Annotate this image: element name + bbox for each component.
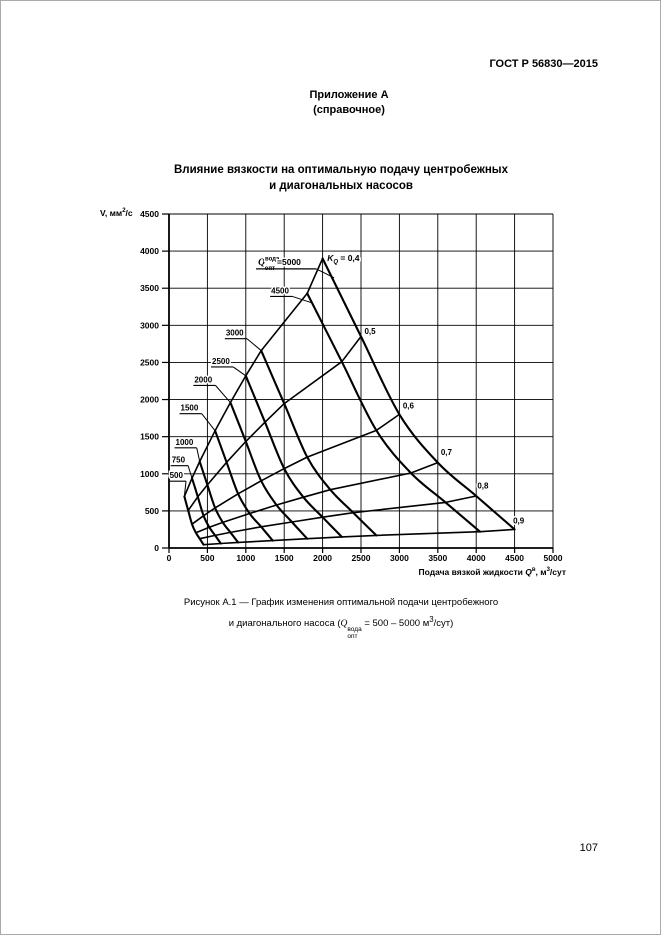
y-tick-label: 3000: [140, 320, 159, 330]
figure-title-line1: Влияние вязкости на оптимальную подачу ц…: [173, 164, 509, 176]
y-tick-label: 0: [154, 543, 159, 553]
x-axis-q-sup: в: [531, 567, 536, 574]
caption-line1: Рисунок А.1 — График изменения оптимальн…: [183, 597, 499, 608]
x-tick-label: 5000: [544, 553, 563, 563]
q-curve-2500: [244, 374, 343, 538]
y-tick-label: 2500: [140, 357, 159, 367]
y-tick-label: 2000: [140, 395, 159, 405]
k-line-label: 0,5: [364, 327, 376, 336]
page-number: 107: [579, 842, 598, 854]
y-axis-label-sup: 2: [122, 208, 126, 215]
label-leader: [196, 447, 201, 462]
standard-number: ГОСТ Р 56830—2015: [489, 58, 598, 70]
q-curve-4500: [306, 292, 482, 533]
x-tick-label: 1000: [236, 553, 255, 563]
x-tick-label: 4500: [505, 553, 524, 563]
q-curve-label: 500: [170, 471, 184, 480]
q-curve-label: 2000: [194, 375, 212, 384]
caption-q-symbol: Q: [340, 619, 348, 630]
x-axis-label: Подача вязкой жидкости Qв, м3/сут: [418, 567, 566, 577]
k-line-0,9: [203, 528, 515, 546]
y-axis-label: V, мм2/с: [100, 208, 133, 218]
y-tick-label: 1500: [140, 432, 159, 442]
q-curve-500: [183, 495, 205, 546]
chart: 0 500 1000 1500 2000 2500 3000 3500 4000 4500 5000…: [1, 1, 660, 601]
label-leader: [315, 268, 335, 279]
caption-q-sup: вода: [347, 626, 362, 634]
annex-heading: Приложение А (справочное): [96, 88, 602, 118]
x-axis-unit-sup: 3: [546, 567, 550, 574]
y-tick-label: 1000: [140, 469, 159, 479]
q-curve-label: 3000: [226, 329, 244, 338]
caption-unit-sup: 3: [429, 615, 434, 624]
label-leader: [215, 385, 231, 403]
q-curve-3000: [260, 349, 378, 537]
q-curve-5000: [321, 257, 516, 531]
figure-caption: Рисунок А.1 — График изменения оптимальн…: [81, 594, 601, 640]
label-leader: [292, 295, 313, 304]
label-leader: [246, 338, 262, 351]
x-tick-label: 1500: [275, 553, 294, 563]
caption-line2: и диагонального насоса (Q вода опт = 500 –…: [228, 615, 454, 640]
x-tick-label: 4000: [467, 553, 486, 563]
x-tick-label: 500: [200, 553, 214, 563]
q-max-label: Qвода опт=5000: [258, 256, 301, 272]
q-curve-1500: [214, 429, 274, 542]
x-axis-q-symbol: Q: [525, 567, 532, 577]
x-tick-label: 0: [167, 553, 172, 563]
chart-svg: 0 500 1000 1500 2000 2500 3000 3500 4000 4500 5000…: [140, 209, 563, 563]
q-curve-2000: [229, 401, 309, 540]
y-tick-label: 4500: [140, 209, 159, 219]
label-leader: [201, 413, 216, 432]
label-leader: [187, 465, 193, 479]
y-tick-label: 500: [145, 506, 159, 516]
k-line-label: 0,6: [403, 401, 415, 410]
k-line-label: 0,9: [513, 517, 525, 526]
figure-title-line2: и диагональных насосов: [269, 180, 413, 192]
x-tick-label: 3000: [390, 553, 409, 563]
figure-title: Влияние вязкости на оптимальную подачу ц…: [61, 162, 621, 194]
x-tick-label: 3500: [428, 553, 447, 563]
x-tick-label: 2500: [352, 553, 371, 563]
q-curve-label: 750: [172, 456, 186, 465]
q-curve-label: 1000: [176, 438, 194, 447]
label-leader: [232, 366, 247, 377]
q-curve-1000: [198, 460, 240, 544]
q-curve-label: 2500: [212, 357, 230, 366]
k-line-label: 0,8: [477, 482, 489, 491]
q-curve-750: [190, 477, 222, 545]
y-tick-label: 3500: [140, 283, 159, 293]
label-leader: [183, 481, 187, 497]
q-curve-label: 4500: [271, 286, 289, 295]
x-tick-label: 2000: [313, 553, 332, 563]
annex-title: Приложение А: [309, 89, 389, 101]
caption-q-scripts: вода опт: [347, 627, 361, 640]
kq-04-label: KQ = 0,4: [327, 253, 360, 266]
q-curve-label: 1500: [181, 404, 199, 413]
y-tick-label: 4000: [140, 246, 159, 256]
k-line-label: 0,7: [441, 448, 453, 457]
annex-type: (справочное): [313, 104, 385, 116]
caption-q-sub: опт: [347, 632, 358, 640]
